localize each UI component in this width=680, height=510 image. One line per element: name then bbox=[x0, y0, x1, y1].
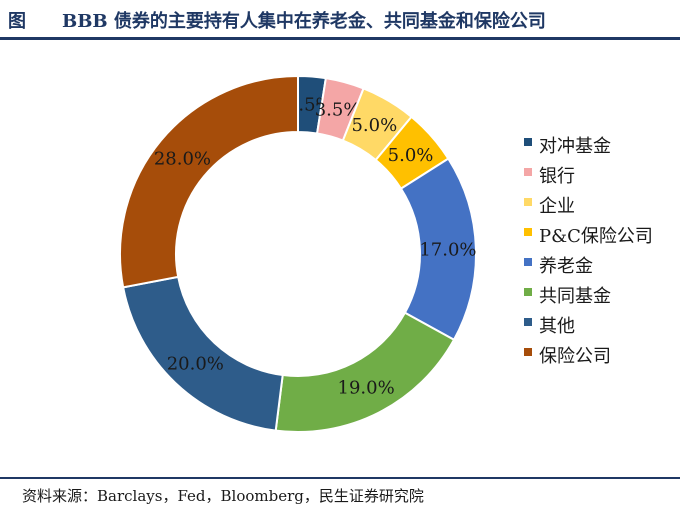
legend-label: P&C保险公司 bbox=[539, 226, 653, 247]
legend-label: 银行 bbox=[539, 166, 575, 187]
legend-swatch bbox=[524, 348, 532, 356]
legend-swatch bbox=[524, 318, 532, 326]
legend-label: 保险公司 bbox=[539, 346, 611, 367]
data-label: 19.0% bbox=[338, 378, 395, 399]
source-divider bbox=[0, 477, 680, 479]
legend-label: 对冲基金 bbox=[539, 136, 611, 157]
data-label: 20.0% bbox=[167, 353, 224, 374]
data-label: 3.5% bbox=[315, 99, 361, 120]
legend-swatch bbox=[524, 288, 532, 296]
legend-swatch bbox=[524, 138, 532, 146]
pie-slice bbox=[119, 74, 299, 289]
pie-slice bbox=[274, 311, 456, 433]
legend-swatch bbox=[524, 258, 532, 266]
legend-swatch bbox=[524, 228, 532, 236]
title-bar: 图 BBB 债券的主要持有人集中在养老金、共同基金和保险公司 bbox=[0, 0, 680, 40]
legend-label: 企业 bbox=[539, 196, 575, 217]
title-divider bbox=[0, 37, 680, 40]
legend-label: 其他 bbox=[539, 316, 575, 337]
data-label: 5.0% bbox=[351, 115, 397, 136]
chart-title: BBB 债券的主要持有人集中在养老金、共同基金和保险公司 bbox=[62, 11, 546, 32]
legend-label: 养老金 bbox=[539, 256, 593, 277]
figure-prefix: 图 bbox=[8, 11, 26, 32]
legend-swatch bbox=[524, 198, 532, 206]
legend-swatch bbox=[524, 168, 532, 176]
data-label: 5.0% bbox=[388, 145, 434, 166]
data-label: 17.0% bbox=[419, 239, 476, 260]
donut-chart: 2.5%3.5%5.0%5.0%17.0%19.0%20.0%28.0% bbox=[119, 74, 477, 433]
data-label: 28.0% bbox=[154, 148, 211, 169]
source-note: 资料来源：Barclays，Fed，Bloomberg，民生证券研究院 bbox=[22, 487, 424, 505]
legend-label: 共同基金 bbox=[539, 286, 611, 307]
